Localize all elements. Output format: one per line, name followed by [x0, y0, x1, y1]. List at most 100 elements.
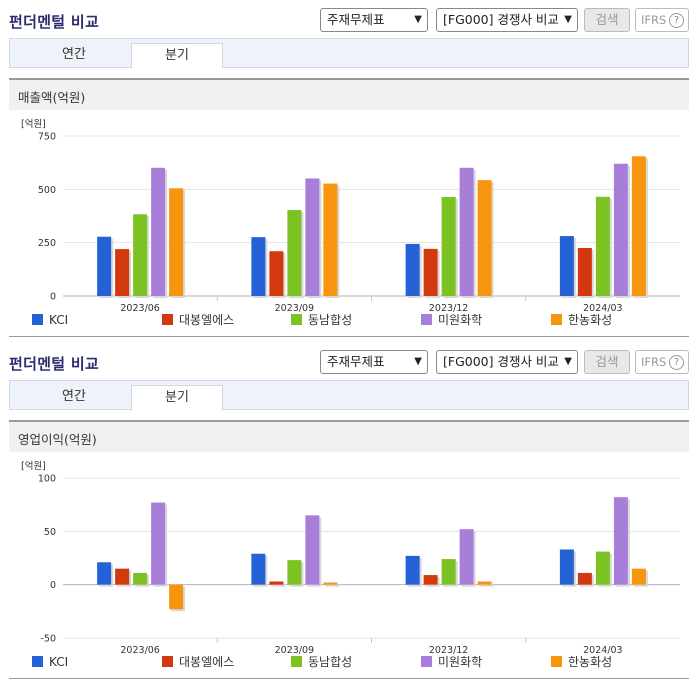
- legend-label: 한농화성: [568, 655, 612, 669]
- legend-label: 대봉엘에스: [179, 313, 234, 327]
- bar-shadow: [325, 584, 340, 587]
- bar: [97, 562, 112, 585]
- ifrs-label: IFRS: [641, 13, 667, 27]
- bar-shadow: [271, 583, 286, 587]
- x-tick-label: 2023/06: [120, 645, 159, 656]
- axis-unit-label: [억원]: [21, 460, 46, 472]
- bar: [269, 251, 284, 296]
- y-tick-label: 750: [38, 132, 56, 143]
- fundamental-panel-operating-profit: 펀더멘털 비교 주재무제표 ▼ [FG000] 경쟁사 비교 ▼ 검색 IFRS? …: [0, 342, 696, 684]
- bar: [305, 178, 320, 296]
- legend-swatch: [162, 656, 173, 667]
- period-tabs: 연간 분기: [9, 380, 689, 411]
- divider: [9, 336, 689, 337]
- bar: [423, 248, 438, 296]
- search-button[interactable]: 검색: [584, 350, 630, 374]
- bar: [251, 553, 266, 585]
- peer-select-value: [FG000] 경쟁사 비교: [443, 12, 559, 27]
- period-tabs: 연간 분기: [9, 38, 689, 69]
- y-tick-label: 250: [38, 238, 56, 249]
- bar: [97, 236, 112, 296]
- statement-select[interactable]: 주재무제표 ▼: [320, 350, 428, 374]
- legend-swatch: [32, 314, 43, 325]
- bar: [613, 163, 628, 296]
- help-icon[interactable]: ?: [669, 355, 684, 370]
- peer-select[interactable]: [FG000] 경쟁사 비교 ▼: [436, 350, 578, 374]
- legend-swatch: [551, 314, 562, 325]
- legend-swatch: [291, 314, 302, 325]
- legend-label: 동남합성: [308, 655, 352, 669]
- y-tick-label: 50: [44, 527, 56, 538]
- statement-select-value: 주재무제표: [327, 12, 385, 27]
- chevron-down-icon: ▼: [414, 14, 422, 25]
- operating-profit-bar-chart: [억원] -50 0 50 100 2023/06 2023/09 2023/12 2024/0…: [21, 460, 680, 669]
- legend-swatch: [551, 656, 562, 667]
- tab-quarter[interactable]: 분기: [131, 385, 223, 411]
- bar: [441, 197, 456, 296]
- bar-shadow: [479, 583, 494, 587]
- legend-swatch: [421, 314, 432, 325]
- bar: [287, 560, 302, 585]
- panel-title: 펀더멘털 비교: [9, 355, 100, 373]
- y-tick-label: 100: [38, 474, 56, 485]
- bar: [151, 502, 166, 585]
- axis-unit-label: [억원]: [21, 118, 46, 130]
- bar: [423, 575, 438, 585]
- bar: [459, 529, 474, 585]
- bar: [287, 210, 302, 296]
- chevron-down-icon: ▼: [564, 356, 572, 367]
- legend-swatch: [32, 656, 43, 667]
- ifrs-label: IFRS: [641, 355, 667, 369]
- y-tick-label: 0: [50, 292, 56, 303]
- ifrs-button[interactable]: IFRS?: [635, 350, 689, 374]
- y-tick-label: -50: [40, 634, 56, 645]
- tab-annual[interactable]: 연간: [62, 47, 86, 62]
- chevron-down-icon: ▼: [414, 356, 422, 367]
- bar: [613, 497, 628, 585]
- chevron-down-icon: ▼: [564, 14, 572, 25]
- bar: [133, 214, 148, 296]
- revenue-bar-chart: [억원] 0 250 500 750 2023/06 2023/09 2023/12 2024/…: [21, 118, 680, 327]
- bar: [115, 249, 130, 296]
- x-tick-label: 2023/09: [275, 645, 314, 656]
- search-button[interactable]: 검색: [584, 8, 630, 32]
- x-tick-label: 2023/12: [429, 303, 468, 314]
- panel-header: 펀더멘털 비교 주재무제표 ▼ [FG000] 경쟁사 비교 ▼ 검색 IFRS?: [0, 0, 696, 38]
- bar: [169, 584, 184, 610]
- legend-label: 한농화성: [568, 313, 612, 327]
- statement-select-value: 주재무제표: [327, 354, 385, 369]
- y-tick-label: 500: [38, 185, 56, 196]
- tab-quarter[interactable]: 분기: [131, 43, 223, 69]
- legend-label: 미원화학: [438, 655, 482, 669]
- bar: [595, 196, 610, 296]
- x-tick-label: 2024/03: [583, 303, 622, 314]
- statement-select[interactable]: 주재무제표 ▼: [320, 8, 428, 32]
- tab-annual[interactable]: 연간: [62, 389, 86, 404]
- legend-label: 대봉엘에스: [179, 655, 234, 669]
- bar: [559, 549, 574, 585]
- bar: [169, 188, 184, 296]
- bar: [305, 515, 320, 585]
- panel-header: 펀더멘털 비교 주재무제표 ▼ [FG000] 경쟁사 비교 ▼ 검색 IFRS?: [0, 342, 696, 380]
- bar: [323, 582, 338, 585]
- bar: [323, 183, 338, 296]
- bar: [631, 568, 646, 585]
- section-title: 매출액(억원): [18, 90, 86, 105]
- section-header: 매출액(억원): [9, 78, 689, 110]
- section-title: 영업이익(억원): [18, 432, 97, 447]
- peer-select[interactable]: [FG000] 경쟁사 비교 ▼: [436, 8, 578, 32]
- bar: [559, 236, 574, 296]
- y-tick-label: 0: [50, 580, 56, 591]
- legend-label: 미원화학: [438, 313, 482, 327]
- divider: [9, 678, 689, 679]
- bar: [405, 243, 420, 296]
- x-tick-label: 2023/12: [429, 645, 468, 656]
- legend-swatch: [291, 656, 302, 667]
- help-icon[interactable]: ?: [669, 13, 684, 28]
- bar: [269, 581, 284, 585]
- bar: [151, 167, 166, 296]
- legend-swatch: [421, 656, 432, 667]
- section-header: 영업이익(억원): [9, 420, 689, 452]
- bar: [595, 551, 610, 585]
- ifrs-button[interactable]: IFRS?: [635, 8, 689, 32]
